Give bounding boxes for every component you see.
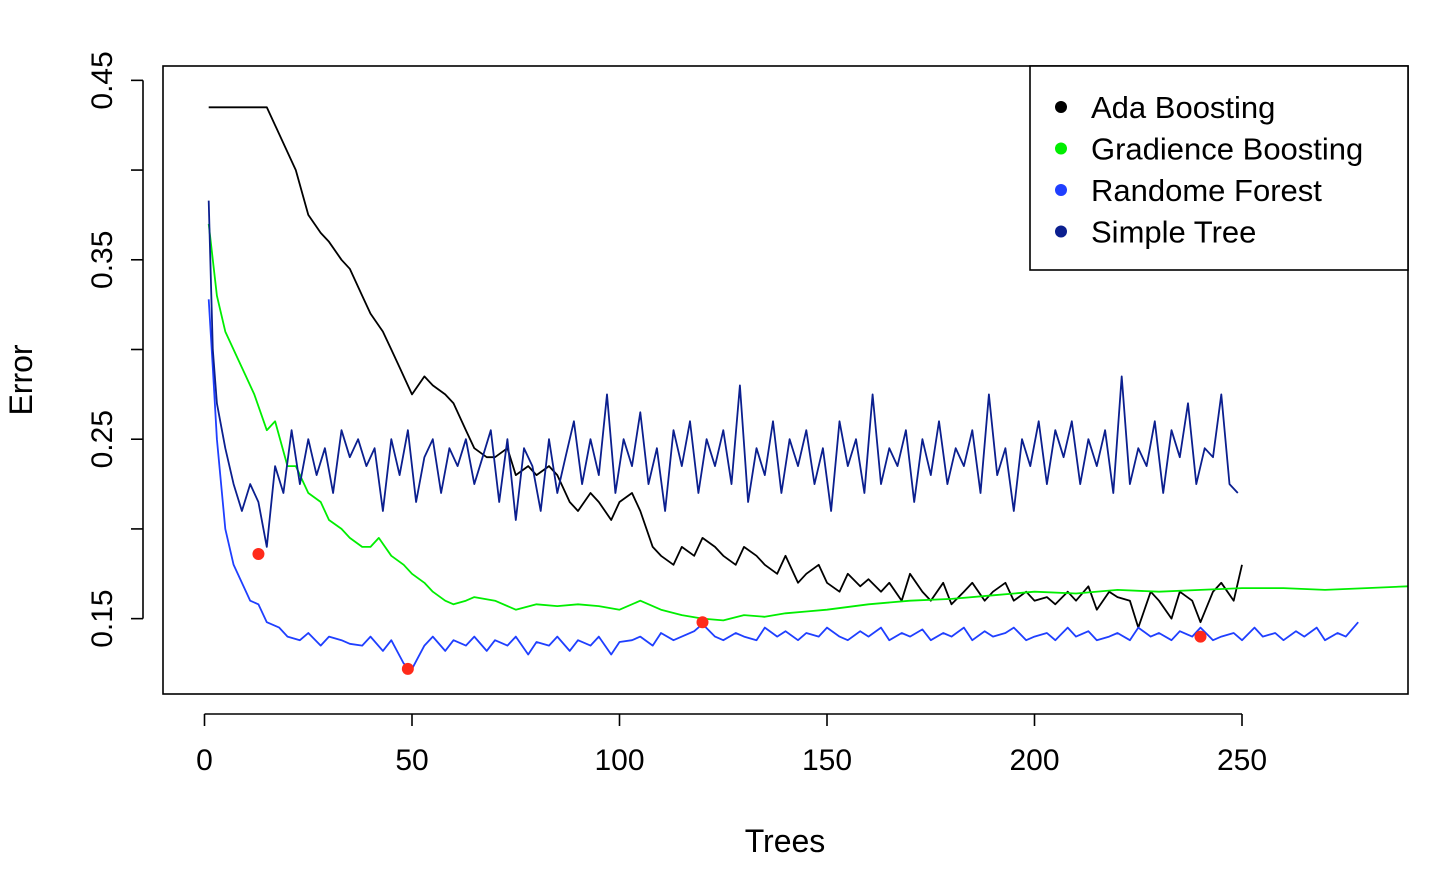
y-tick-label: 0.15: [86, 589, 119, 647]
legend-marker-simple-tree: [1055, 225, 1067, 238]
x-tick-label: 150: [802, 744, 852, 777]
series-line-randome-forest: [207, 299, 1359, 670]
y-tick-label: 0.45: [86, 51, 119, 109]
series-line-ada-boosting: [208, 106, 1243, 629]
legend: Ada Boosting Gradience Boosting Randome Fo…: [1029, 65, 1409, 271]
min-error-point-2: [401, 662, 414, 675]
y-axis-label: Error: [3, 344, 39, 415]
series-line-gradience-boosting: [207, 223, 1409, 622]
min-error-point-4: [1194, 630, 1207, 643]
x-axis: 0 50 100 150 200 250: [196, 713, 1267, 777]
y-tick-label: 0.25: [86, 410, 119, 468]
legend-label-gradience-boosting: Gradience Boosting: [1091, 132, 1363, 167]
y-axis: 0.15 0.25 0.35 0.45: [86, 51, 144, 648]
y-tick-label: 0.35: [86, 231, 119, 289]
x-tick-label: 100: [594, 744, 644, 777]
legend-marker-ada-boosting: [1055, 101, 1067, 113]
legend-label-randome-forest: Randome Forest: [1091, 173, 1322, 208]
x-tick-label: 250: [1217, 744, 1267, 777]
min-error-point-3: [696, 616, 709, 629]
highlight-points-layer: [252, 548, 1207, 675]
legend-marker-randome-forest: [1055, 184, 1067, 196]
min-error-point-1: [252, 548, 265, 561]
plot-frame: [162, 65, 1409, 695]
series-layer: [207, 106, 1409, 670]
legend-label-ada-boosting: Ada Boosting: [1091, 90, 1275, 125]
legend-items: Ada Boosting Gradience Boosting Randome Fo…: [1055, 90, 1363, 250]
x-tick-label: 200: [1009, 744, 1059, 777]
legend-label-simple-tree: Simple Tree: [1091, 215, 1256, 250]
x-tick-label: 0: [196, 744, 213, 777]
series-line-simple-tree: [207, 200, 1239, 548]
x-axis-label: Trees: [745, 823, 826, 859]
x-tick-label: 50: [395, 744, 428, 777]
legend-box: [1029, 65, 1409, 271]
legend-marker-gradience-boosting: [1055, 142, 1067, 155]
